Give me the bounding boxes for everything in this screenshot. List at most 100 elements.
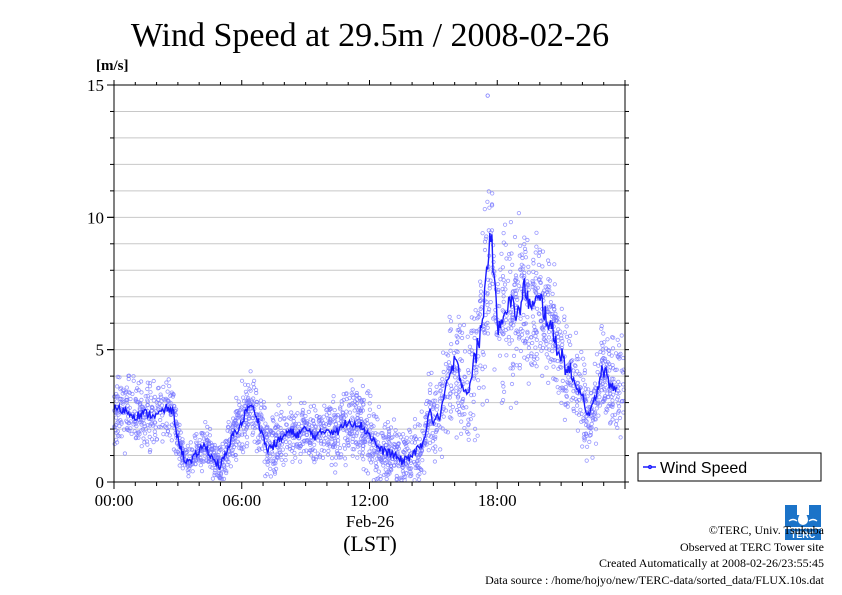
sample-point (262, 405, 267, 410)
sample-point (560, 378, 565, 383)
sample-point (208, 464, 213, 469)
sample-point (602, 356, 608, 361)
sample-point (143, 394, 148, 399)
sample-point (118, 386, 123, 392)
sample-point (582, 368, 588, 373)
sample-point (419, 409, 424, 414)
sample-point (485, 302, 490, 308)
sample-point (363, 439, 368, 445)
sample-point (507, 310, 513, 315)
sample-point (312, 460, 317, 465)
sample-point (284, 422, 289, 427)
sample-point (534, 270, 539, 276)
sample-point (321, 414, 326, 419)
sample-point (575, 428, 581, 433)
sample-point (249, 408, 254, 414)
sample-point (526, 264, 531, 269)
sample-point (522, 355, 527, 360)
sample-point (271, 461, 276, 467)
sample-point (153, 432, 158, 438)
sample-point (259, 402, 264, 407)
sample-point (169, 438, 174, 443)
sample-point (376, 469, 381, 474)
sample-point (503, 287, 508, 292)
sample-point (518, 243, 523, 248)
sample-point (533, 276, 538, 281)
sample-point (513, 273, 519, 278)
sample-point-max (485, 93, 490, 98)
sample-point (465, 380, 470, 385)
sample-point (496, 287, 501, 293)
sample-point (258, 405, 263, 411)
sample-point (291, 415, 296, 420)
sample-point (372, 414, 377, 419)
sample-point (134, 388, 139, 393)
sample-point (615, 397, 620, 402)
sample-point (544, 352, 549, 357)
sample-point (251, 381, 256, 386)
sample-point (167, 424, 172, 429)
sample-point (177, 456, 182, 461)
sample-point (582, 370, 587, 376)
sample-point (365, 421, 370, 426)
sample-point (478, 283, 484, 288)
sample-point (268, 466, 273, 471)
sample-point (560, 342, 565, 347)
sample-point (268, 474, 273, 479)
sample-point (151, 378, 156, 384)
sample-point (261, 399, 266, 405)
sample-point (228, 464, 233, 469)
sample-point (205, 424, 210, 429)
sample-point (164, 380, 169, 385)
sample-point (552, 377, 558, 382)
sample-point (331, 442, 337, 447)
sample-point (614, 390, 619, 395)
sample-point (154, 437, 159, 442)
sample-point (187, 466, 192, 471)
sample-point (503, 327, 508, 333)
sample-point (412, 416, 418, 422)
sample-point (440, 377, 445, 382)
sample-point (416, 461, 421, 466)
sample-point (482, 247, 488, 253)
sample-point (501, 277, 506, 283)
sample-point (375, 417, 380, 422)
sample-point (233, 452, 238, 458)
sample-point (159, 394, 164, 399)
sample-point (242, 432, 247, 437)
sample-point (521, 321, 526, 327)
sample-point (477, 298, 483, 304)
sample-point (564, 394, 570, 399)
sample-point (335, 434, 340, 439)
sample-point (384, 442, 389, 448)
sample-point (486, 189, 491, 194)
sample-point (608, 388, 613, 393)
sample-point (326, 448, 331, 453)
sample-point (400, 463, 405, 468)
sample-point (448, 348, 453, 353)
sample-point (614, 418, 619, 423)
sample-point (156, 405, 161, 410)
sample-point (587, 433, 592, 438)
sample-point (210, 442, 215, 448)
sample-point (533, 333, 538, 339)
sample-point (595, 400, 601, 406)
sample-point (167, 383, 172, 389)
sample-point (475, 378, 481, 383)
sample-point (430, 430, 435, 436)
sample-point (250, 432, 255, 437)
sample-point (133, 397, 138, 402)
sample-point (599, 340, 604, 345)
sample-point (220, 466, 225, 472)
sample-point (509, 381, 515, 387)
sample-point (147, 423, 152, 428)
sample-point (519, 252, 524, 257)
sample-point (138, 401, 143, 406)
sample-point (505, 278, 511, 283)
sample-point (161, 431, 166, 437)
sample-point (378, 476, 383, 482)
sample-point (534, 351, 539, 357)
sample-point (556, 366, 561, 371)
sample-point (359, 453, 365, 458)
